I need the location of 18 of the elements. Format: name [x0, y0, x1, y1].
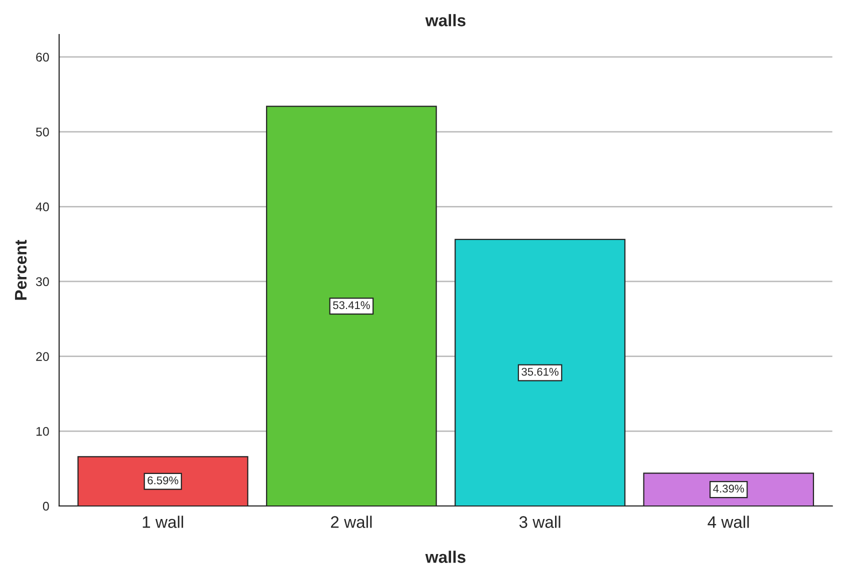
x-tick-label: 2 wall [330, 516, 372, 528]
chart-title: walls [425, 14, 466, 26]
y-tick-label: 50 [36, 128, 49, 136]
y-tick-label: 20 [36, 352, 49, 361]
x-tick-label: 1 wall [142, 516, 184, 528]
y-tick-label: 30 [36, 277, 49, 286]
data-label: 35.61% [522, 368, 558, 376]
x-axis-title: walls [425, 550, 466, 563]
data-label: 4.39% [713, 484, 744, 493]
x-tick-label: 4 wall [708, 516, 749, 528]
data-label: 53.41% [333, 301, 370, 310]
data-label: 6.59% [148, 476, 178, 484]
y-tick-label: 60 [36, 52, 49, 62]
y-tick-label: 0 [42, 502, 49, 511]
y-tick-label: 40 [36, 202, 49, 212]
y-tick-label: 10 [36, 426, 49, 436]
y-axis-title: Percent [15, 240, 27, 300]
x-tick-label: 3 wall [519, 516, 560, 528]
